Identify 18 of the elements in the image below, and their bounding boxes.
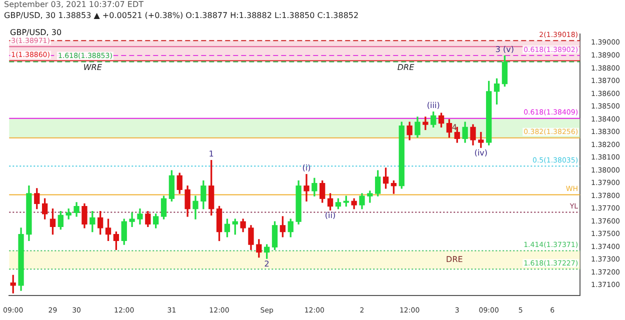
annotation: 2 bbox=[264, 260, 270, 269]
annotation: (ii) bbox=[324, 211, 336, 220]
candlestick bbox=[478, 132, 484, 148]
band-label: 4 bbox=[452, 123, 457, 132]
candlestick bbox=[304, 174, 310, 202]
annotation: (iii) bbox=[426, 100, 440, 110]
text: September 03, 2021 10:37:07 EDT bbox=[4, 0, 144, 9]
band-label: DRE bbox=[446, 255, 463, 264]
chart-title: GBP/USD, 30 1.38853 ▲ +0.00521 (+0.38%) O:1.38877 H:1.38882 L:1.38850 C:1.38852 bbox=[4, 11, 359, 20]
annotation: (i) bbox=[302, 163, 311, 172]
annotation: (iv) bbox=[474, 148, 488, 158]
annotation: WRE bbox=[83, 63, 103, 72]
candlestick bbox=[422, 116, 428, 130]
annotation: 3 (v) bbox=[495, 44, 514, 54]
annotation: 1 bbox=[208, 149, 214, 158]
candlestick bbox=[129, 212, 135, 228]
chart-subtitle: GBP/USD, 30 bbox=[10, 28, 62, 37]
annotation: DRE bbox=[397, 63, 416, 72]
